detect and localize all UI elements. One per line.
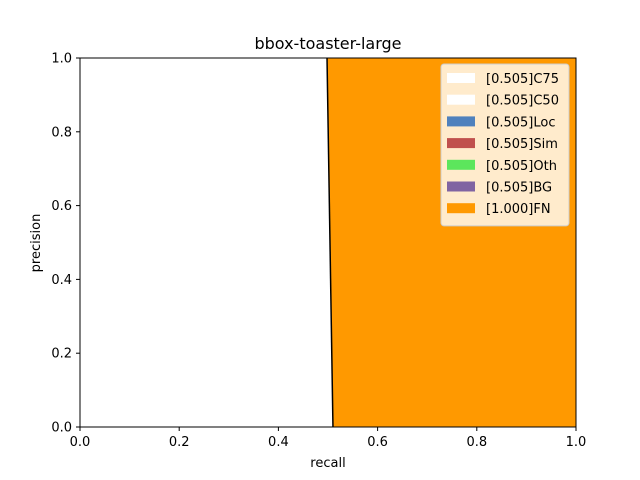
plot-frame [79, 57, 577, 428]
y-tick-label: 0.8 [51, 125, 72, 140]
x-tick-label: 0.6 [367, 435, 388, 450]
legend-label: [0.505]Sim [486, 137, 558, 152]
legend: [0.505]C75 [0.505]C50 [0.505]Loc [0.505]Sim… [440, 63, 570, 227]
x-tick-label: 0.8 [466, 435, 487, 450]
y-axis-label: precision [29, 214, 44, 273]
legend-label: [0.505]BG [486, 181, 552, 196]
legend-swatch [447, 203, 475, 214]
y-axis-ticks: 0.0 0.2 0.4 0.6 0.8 1.0 [51, 52, 80, 436]
y-tick-label: 0.2 [51, 347, 72, 362]
pr-boundary-line [326, 57, 334, 428]
x-axis-ticks: 0.0 0.2 0.4 0.6 0.8 1.0 [70, 427, 587, 450]
y-tick-label: 0.4 [51, 273, 72, 288]
legend-swatch [447, 159, 475, 170]
y-tick-label: 0.0 [51, 421, 72, 436]
legend-swatch [447, 94, 475, 105]
legend-label: [0.505]C50 [486, 94, 559, 109]
x-tick-label: 0.2 [169, 435, 190, 450]
legend-label: [0.505]C75 [486, 72, 559, 87]
x-tick-label: 1.0 [566, 435, 587, 450]
legend-label: [1.000]FN [486, 202, 551, 217]
legend-swatch [447, 181, 475, 192]
x-axis-label: recall [310, 456, 345, 471]
legend-swatch [447, 73, 475, 83]
x-tick-label: 0.4 [268, 435, 289, 450]
legend-swatch [447, 138, 475, 149]
legend-label: [0.505]Loc [486, 115, 555, 130]
legend-label: [0.505]Oth [486, 159, 557, 174]
y-tick-label: 1.0 [51, 52, 72, 67]
y-tick-label: 0.6 [51, 199, 72, 214]
chart-title: bbox-toaster-large [254, 34, 401, 53]
legend-swatch [447, 116, 475, 127]
x-tick-label: 0.0 [70, 435, 91, 450]
